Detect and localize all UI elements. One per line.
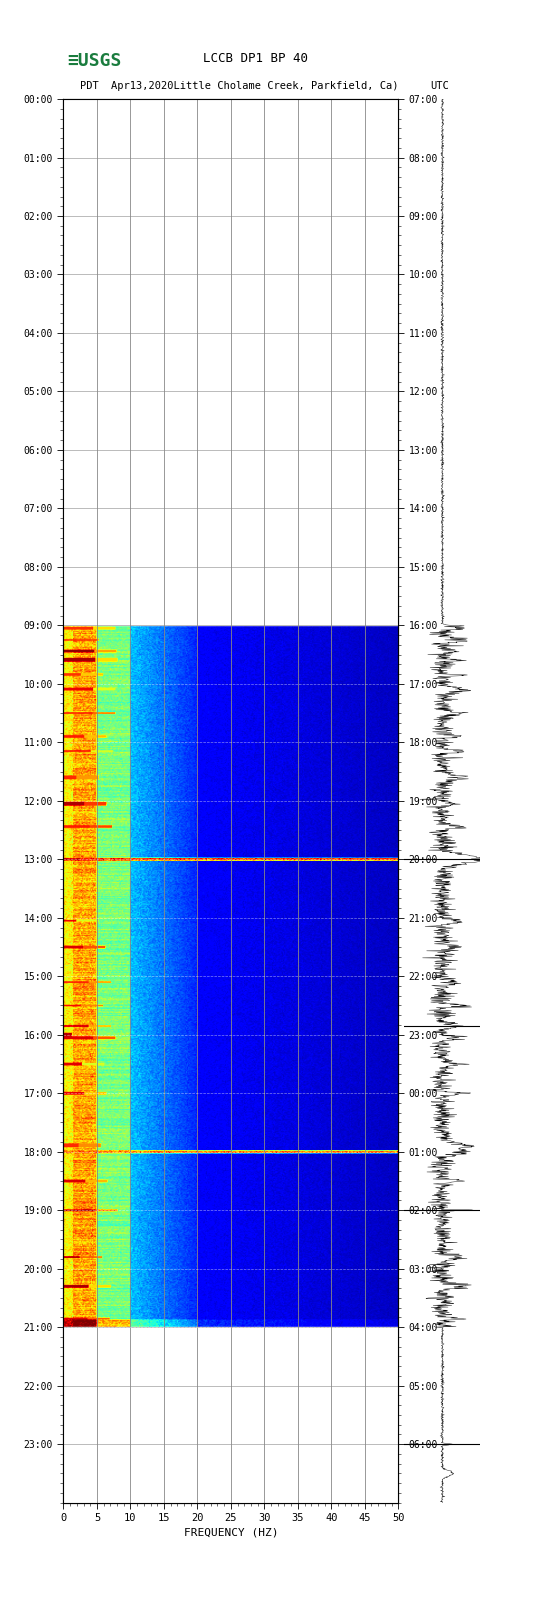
Text: LCCB DP1 BP 40: LCCB DP1 BP 40 (203, 52, 307, 65)
X-axis label: FREQUENCY (HZ): FREQUENCY (HZ) (184, 1528, 278, 1537)
Bar (63, 98, 399, 626)
Text: Apr13,2020Little Cholame Creek, Parkfield, Ca): Apr13,2020Little Cholame Creek, Parkfiel… (112, 81, 399, 90)
Text: UTC: UTC (430, 81, 449, 90)
Text: PDT: PDT (80, 81, 99, 90)
Text: ≡USGS: ≡USGS (68, 52, 122, 69)
Bar (63, 1327, 399, 1503)
